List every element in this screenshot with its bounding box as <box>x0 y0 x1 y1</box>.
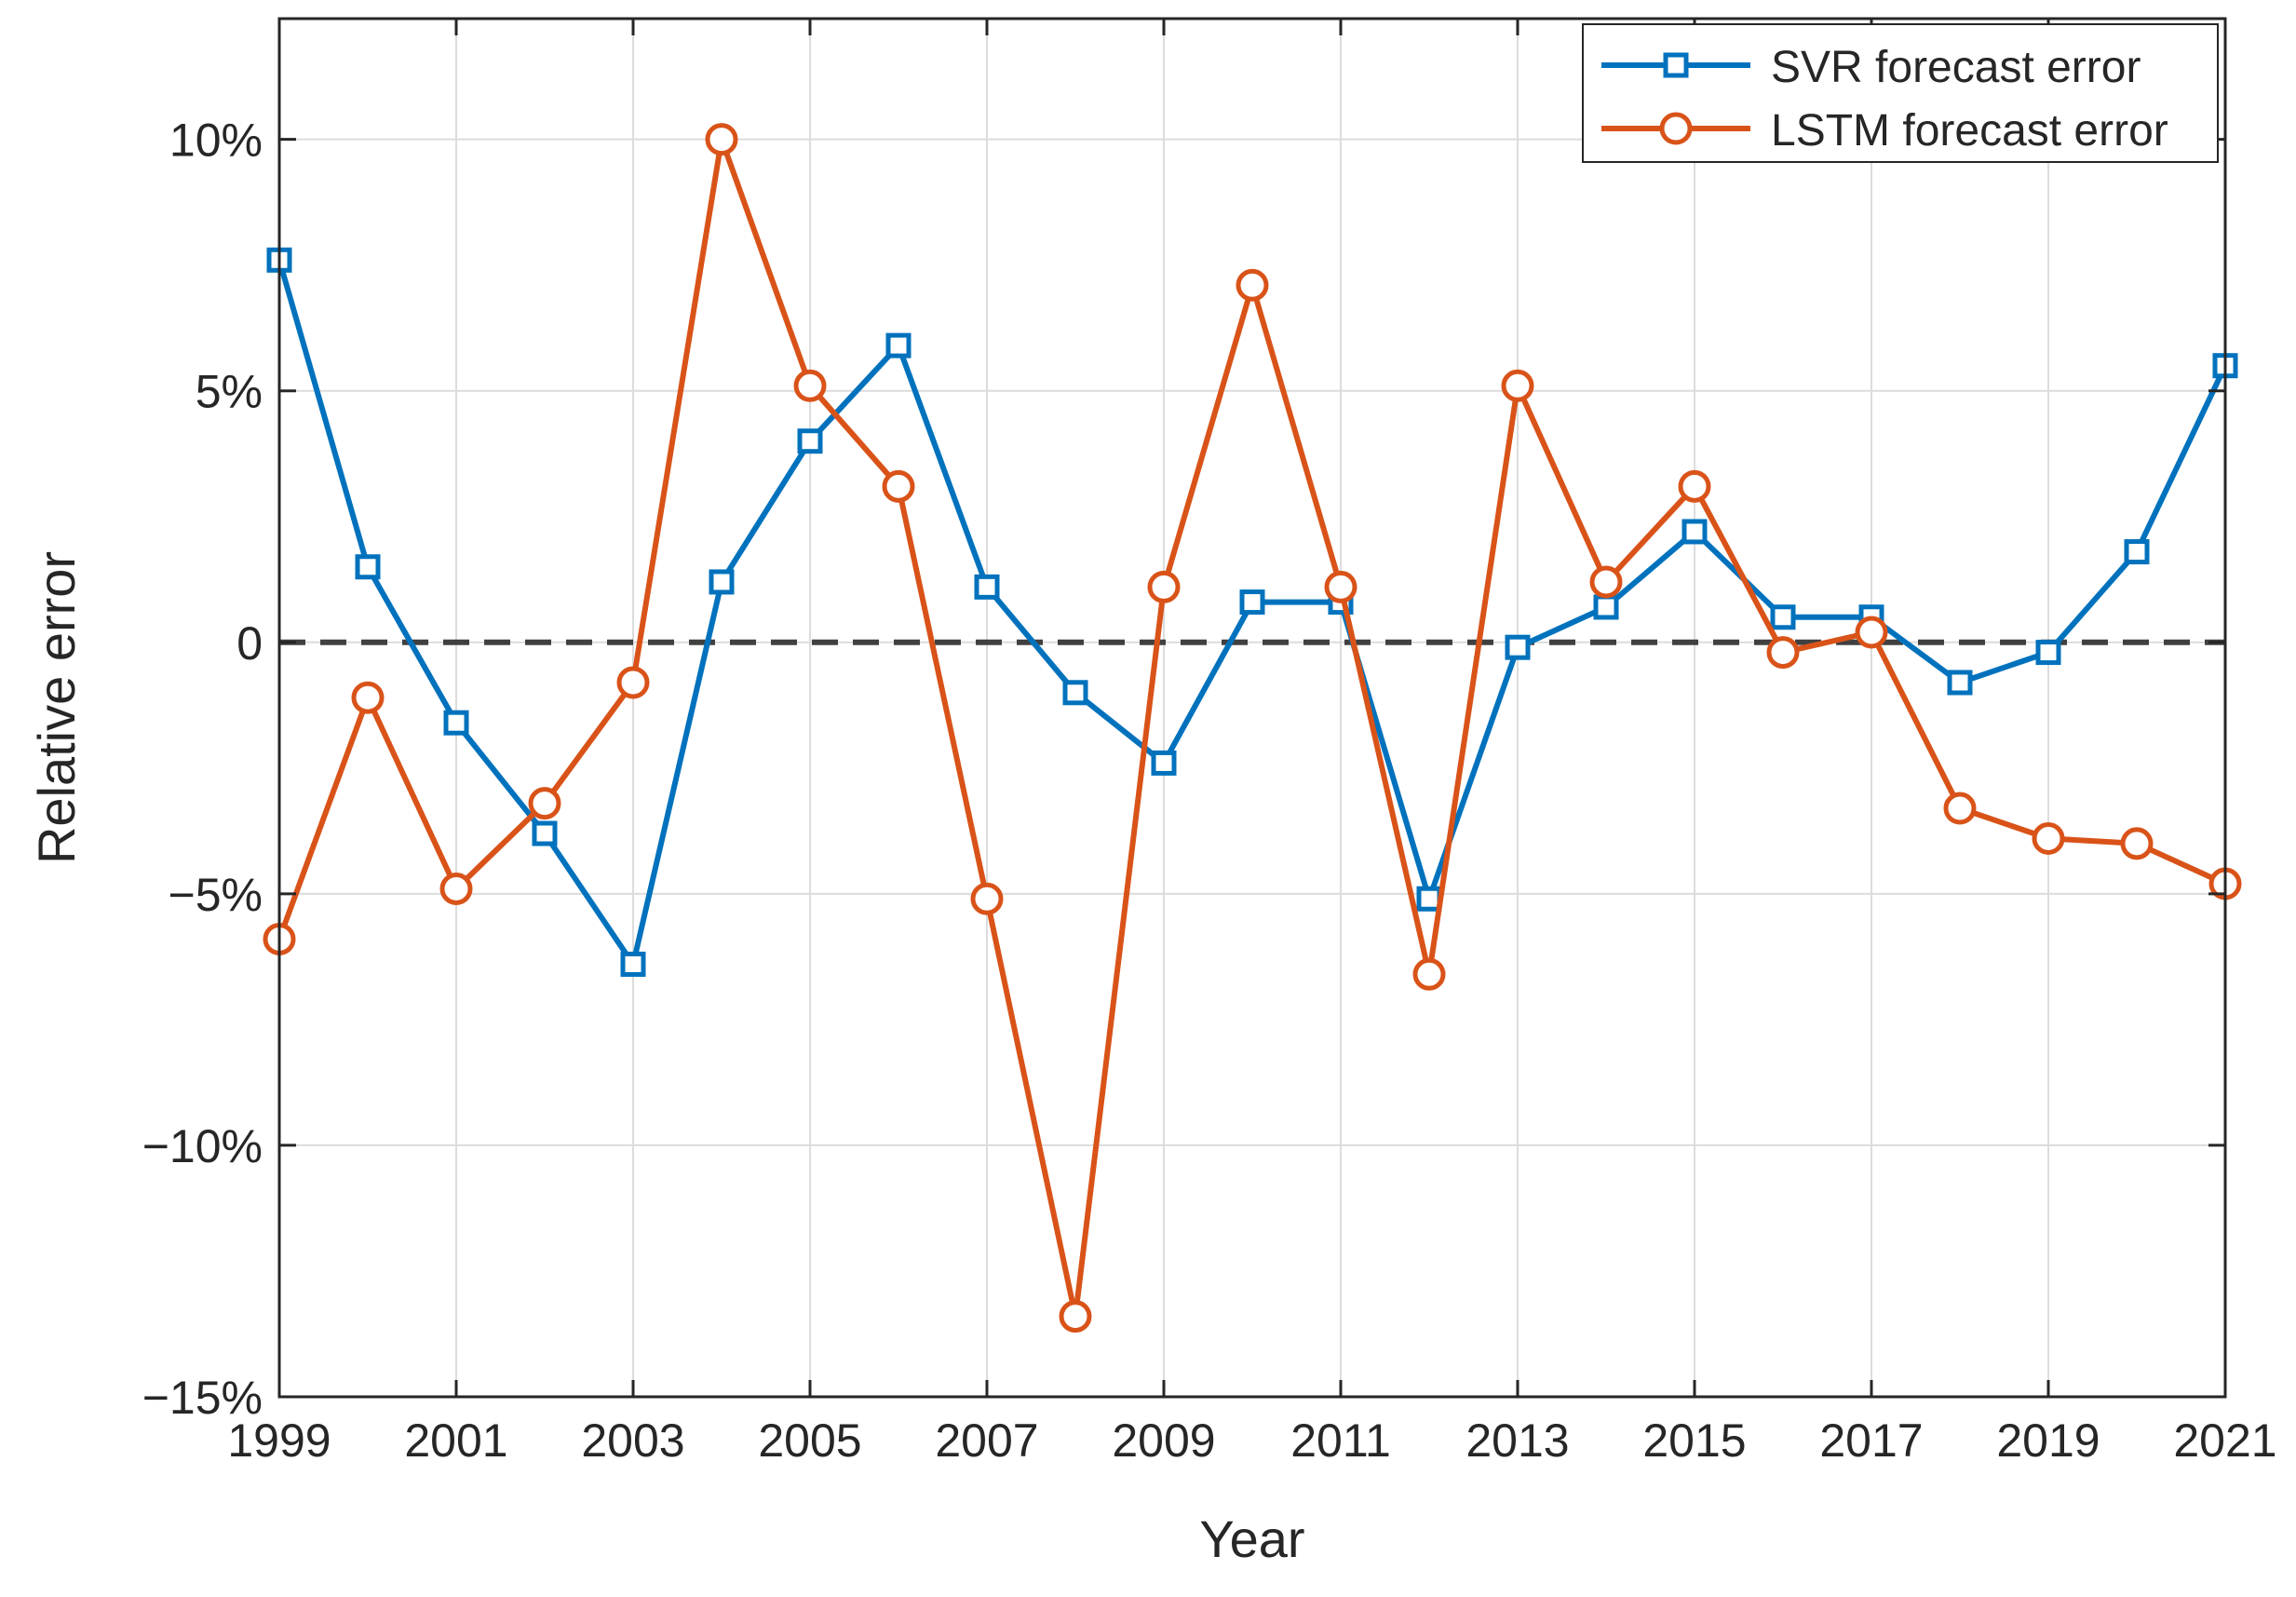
svr-data-point <box>1505 634 1531 660</box>
y-tick-label: −10% <box>142 1120 263 1172</box>
y-axis-title: Relative error <box>27 551 86 864</box>
x-tick-label: 2017 <box>1819 1414 1923 1467</box>
lstm-data-point <box>1943 792 1977 825</box>
svr-data-point <box>355 554 381 580</box>
x-tick-label: 2019 <box>1996 1414 2100 1467</box>
legend-box <box>1582 23 2219 163</box>
lstm-data-point <box>1766 636 1800 670</box>
x-tick-label: 2005 <box>758 1414 861 1467</box>
lstm-data-point <box>1236 268 1269 302</box>
legend: SVR forecast error LSTM forecast error <box>1582 23 2219 163</box>
x-tick-label: 2013 <box>1465 1414 1569 1467</box>
x-tick-label: 1999 <box>227 1414 331 1467</box>
plot-area <box>279 19 2225 1397</box>
legend-label-svr: SVR forecast error <box>1771 43 2141 92</box>
y-tick-label: 5% <box>196 366 263 418</box>
lstm-data-point <box>1501 369 1534 402</box>
y-tick-label: −5% <box>169 869 263 921</box>
legend-label-lstm: LSTM forecast error <box>1771 106 2168 156</box>
lstm-data-point <box>528 787 561 820</box>
y-tick-label: 10% <box>169 115 263 167</box>
legend-marker-svr <box>1663 52 1689 78</box>
x-tick-label: 2003 <box>581 1414 684 1467</box>
lstm-data-point <box>882 469 915 503</box>
x-tick-label: 2021 <box>2173 1414 2276 1467</box>
lstm-data-point <box>1589 565 1623 599</box>
plot-frame <box>277 17 2227 1399</box>
lstm-data-point <box>1412 957 1446 991</box>
y-tick-label: 0 <box>236 617 263 670</box>
svr-data-point <box>2124 539 2150 565</box>
lstm-data-point <box>1855 616 1888 649</box>
svr-data-point <box>1593 594 1619 620</box>
svr-data-point <box>532 820 558 846</box>
lstm-data-point <box>1324 570 1357 603</box>
lstm-data-point <box>793 369 827 402</box>
lstm-data-point <box>351 681 385 714</box>
svr-data-point <box>1416 886 1442 912</box>
svr-data-point <box>443 710 469 736</box>
svr-data-point <box>1062 680 1088 706</box>
x-tick-label: 2015 <box>1642 1414 1746 1467</box>
svr-data-point <box>797 428 823 454</box>
svr-data-point <box>620 951 646 977</box>
x-axis-title: Year <box>1199 1509 1304 1568</box>
x-tick-label: 2001 <box>404 1414 507 1467</box>
tick-layer: 1999 2001 2003 2005 2007 2009 2011 2013 2015 2017… <box>142 19 2277 1467</box>
svr-data-point <box>2035 640 2061 666</box>
svr-data-point <box>974 574 1000 600</box>
svr-data-point <box>885 332 912 359</box>
lstm-data-point <box>1059 1300 1092 1333</box>
svr-data-point <box>1151 750 1177 776</box>
svr-data-point <box>709 569 735 595</box>
x-tick-label: 2011 <box>1290 1414 1391 1467</box>
lstm-data-point <box>705 123 738 156</box>
lstm-data-point <box>970 882 1004 915</box>
lstm-data-point <box>2120 827 2154 860</box>
lstm-data-point <box>1147 570 1181 603</box>
y-tick-label: −15% <box>142 1372 263 1424</box>
svr-data-point <box>1681 519 1708 545</box>
x-tick-label: 2009 <box>1112 1414 1215 1467</box>
lstm-data-point <box>616 666 650 699</box>
legend-marker-lstm <box>1659 112 1693 145</box>
lstm-data-point <box>439 872 473 905</box>
x-tick-label: 2007 <box>935 1414 1038 1467</box>
svr-data-point <box>1239 589 1265 616</box>
lstm-data-point <box>2032 821 2065 855</box>
series-layer <box>263 123 2242 1333</box>
grid-layer <box>278 19 2226 1398</box>
svr-data-point <box>1947 670 1973 696</box>
lstm-data-point <box>1678 469 1711 503</box>
svr-data-point <box>1770 604 1796 630</box>
